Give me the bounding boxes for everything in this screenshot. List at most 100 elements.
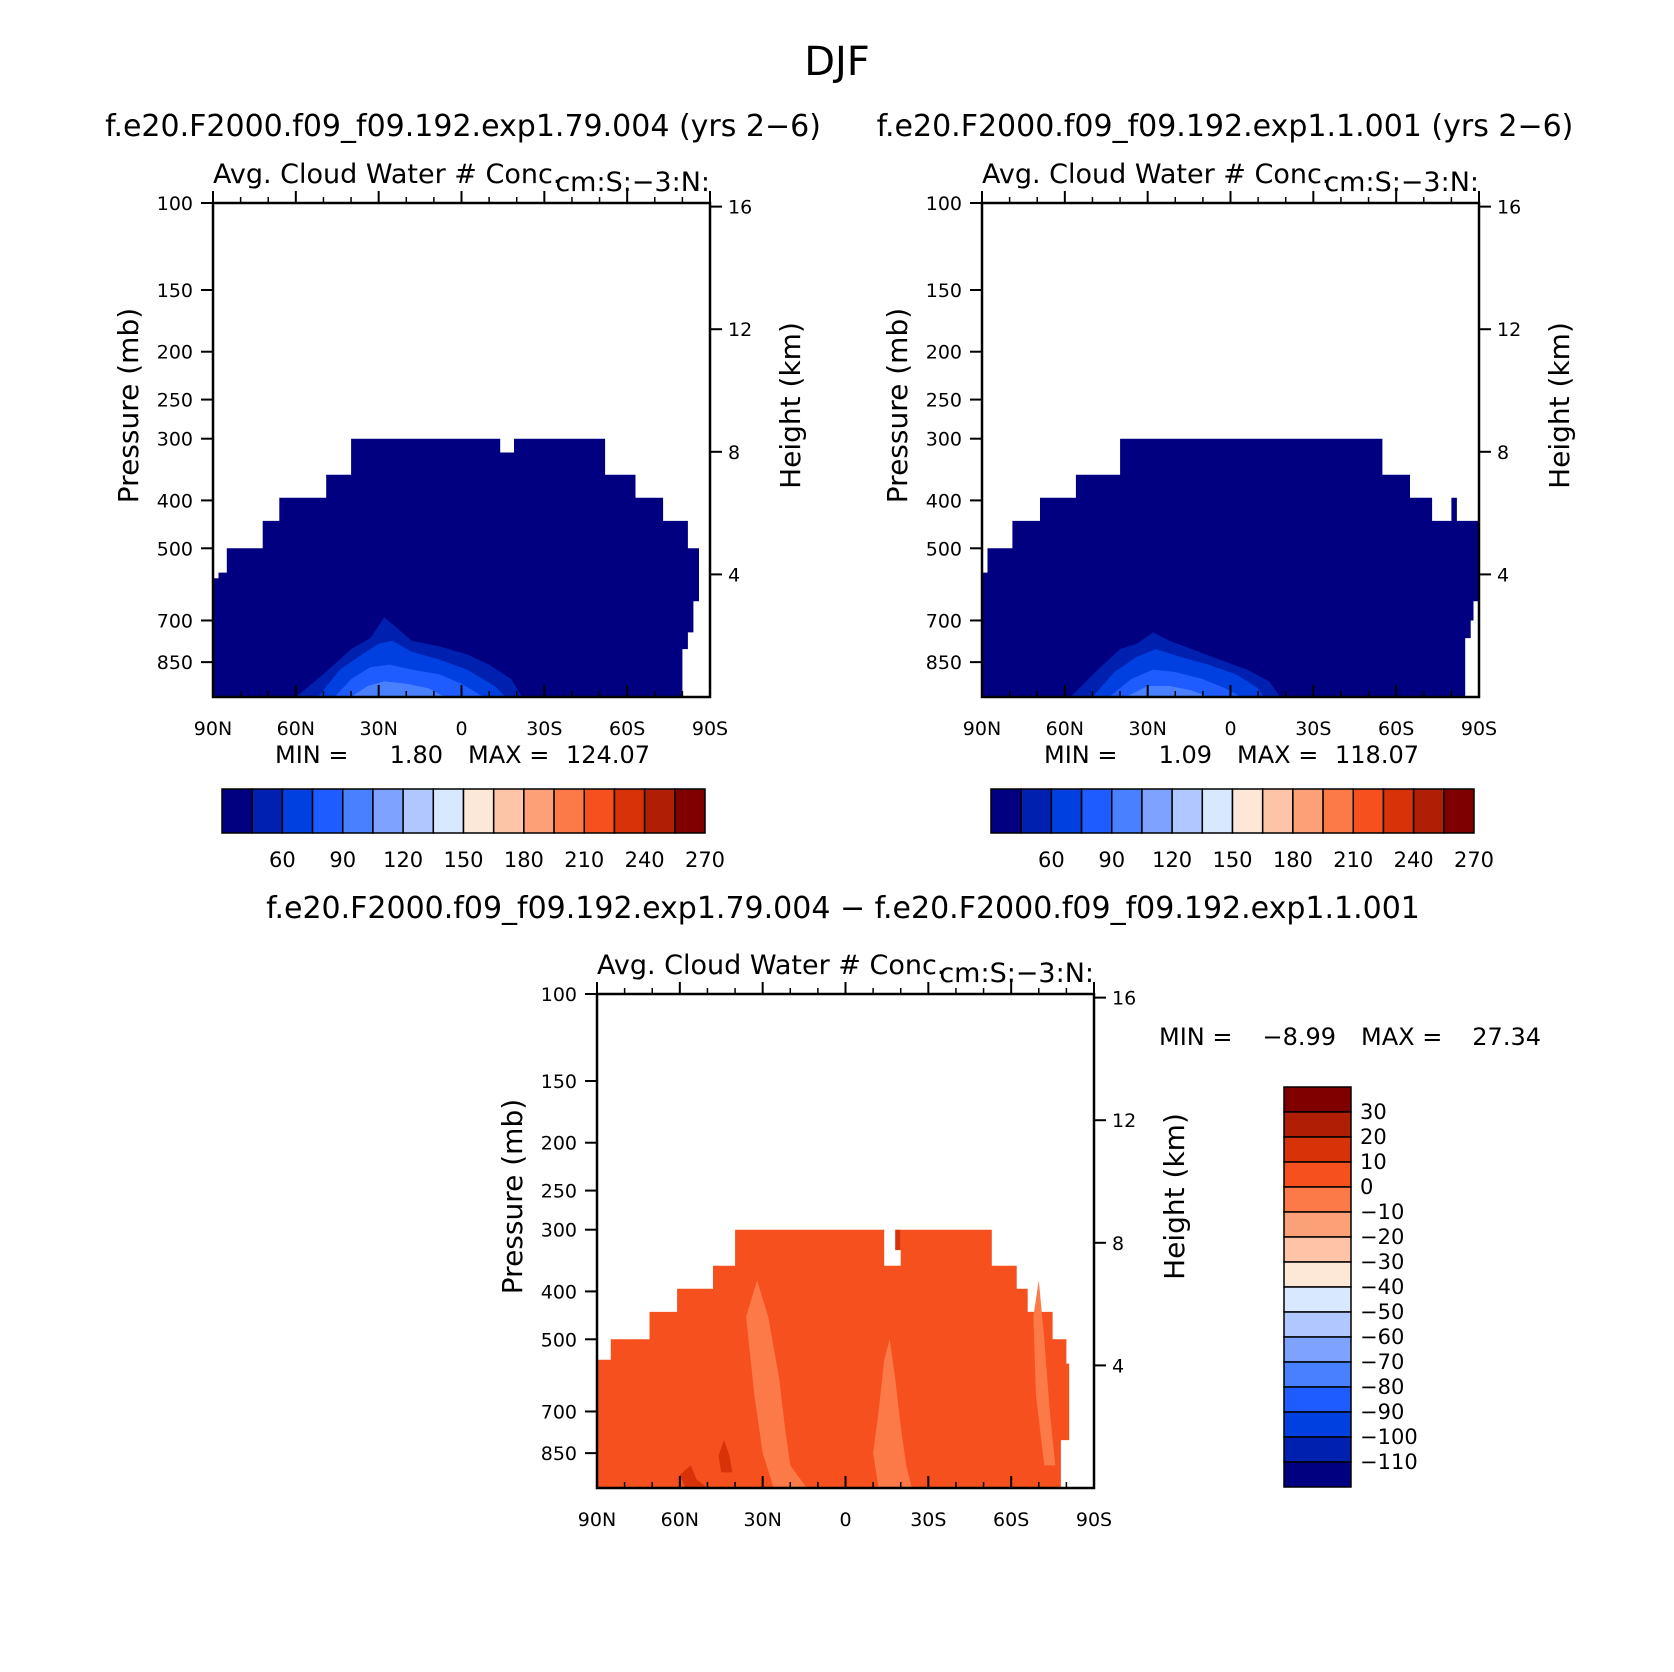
field-contour [895, 1229, 901, 1251]
colorbar-label: 90 [329, 848, 356, 872]
x-tick-label: 30N [743, 1509, 781, 1531]
y2-tick-label: 12 [1497, 319, 1521, 341]
stats-min-value: 1.09 [1159, 741, 1212, 769]
x-tick-label: 60S [993, 1509, 1029, 1531]
y-tick-label: 700 [157, 610, 193, 632]
x-tick-label: 30N [359, 718, 397, 740]
colorbar-label: 120 [1152, 848, 1192, 872]
x-tick-label: 90N [578, 1509, 616, 1531]
panel-subtitle-right: cm:S:−3:N: [939, 958, 1094, 989]
colorbar-swatch [643, 788, 676, 834]
colorbar-swatch [1443, 788, 1475, 834]
x-tick-label: 30S [526, 718, 562, 740]
colorbar-swatch [553, 788, 585, 834]
field-fill [982, 438, 1479, 697]
colorbar-label: 120 [383, 848, 423, 872]
colorbar-swatch [1283, 1286, 1352, 1313]
colorbar-swatch [1283, 1186, 1352, 1213]
stats-max-label: MAX = [468, 741, 549, 769]
x-tick-label: 60S [609, 718, 645, 740]
stats-max-label: MAX = [1237, 741, 1318, 769]
colorbar-swatch [1283, 1436, 1352, 1463]
colorbar-label: 20 [1360, 1125, 1387, 1149]
x-tick-label: 0 [839, 1509, 851, 1531]
colorbar-swatch [1201, 788, 1234, 834]
x-tick-label: 60N [277, 718, 315, 740]
colorbar-swatch [1412, 788, 1445, 834]
y-axis-title: Pressure (mb) [881, 308, 914, 503]
colorbar-swatch [1111, 788, 1143, 834]
x-tick-label: 90S [1076, 1509, 1112, 1531]
y-tick-label: 150 [926, 280, 962, 302]
panel-c: 90N 60N 30N 0 30S 60S 90S100150200250300400500… [496, 950, 1541, 1531]
colorbar-swatch [1283, 1336, 1352, 1363]
colorbar-swatch [583, 788, 616, 834]
stats-max-value: 124.07 [566, 741, 650, 769]
y-tick-label: 500 [157, 538, 193, 560]
field-contour [1125, 686, 1209, 697]
y-tick-label: 850 [541, 1443, 577, 1465]
field-contour [873, 1339, 912, 1488]
y2-axis-title: Height (km) [774, 322, 807, 489]
panel-b-title: f.e20.F2000.f09_f09.192.exp1.1.001 (yrs … [877, 109, 1574, 144]
colorbar-swatch [1050, 788, 1083, 834]
field-contour [1033, 1280, 1056, 1466]
colorbar-label: 90 [1098, 848, 1125, 872]
colorbar-label: −10 [1360, 1200, 1404, 1224]
y-tick-label: 150 [541, 1071, 577, 1093]
colorbar-label: 210 [564, 848, 604, 872]
colorbar-label: 0 [1360, 1175, 1373, 1199]
stats-min-value: −8.99 [1262, 1023, 1336, 1051]
stats-min-label: MIN = [275, 741, 348, 769]
colorbar-swatch [523, 788, 555, 834]
field-contour [746, 1280, 807, 1488]
x-tick-label: 60N [661, 1509, 699, 1531]
y-tick-label: 100 [541, 984, 577, 1006]
y-tick-label: 150 [157, 280, 193, 302]
y-tick-label: 300 [157, 429, 193, 451]
colorbar-swatch [1382, 788, 1415, 834]
panel-b: 90N 60N 30N 0 30S 60S 90S 100 150 200 250 300 400 500… [881, 159, 1576, 872]
colorbar-label: −40 [1360, 1275, 1404, 1299]
colorbar-swatch [1283, 1411, 1352, 1438]
figure-title: DJF [804, 39, 870, 85]
y2-tick-label: 4 [728, 564, 740, 586]
colorbar-swatch [1283, 1311, 1352, 1338]
colorbar-label: −70 [1360, 1350, 1404, 1374]
colorbar-swatch [1171, 788, 1204, 834]
colorbar-label: −50 [1360, 1300, 1404, 1324]
colorbar-label: −110 [1360, 1450, 1418, 1474]
field-contour [679, 1465, 708, 1488]
field-contour [718, 1440, 733, 1473]
colorbar-swatch [342, 788, 374, 834]
colorbar-swatch [1283, 1211, 1352, 1238]
y-tick-label: 250 [157, 390, 193, 412]
y2-tick-label: 16 [1497, 197, 1521, 219]
colorbar-label: 180 [1273, 848, 1313, 872]
y-tick-label: 300 [926, 429, 962, 451]
y2-tick-label: 12 [728, 319, 752, 341]
x-tick-label: 30S [1295, 718, 1331, 740]
colorbar-label: 240 [625, 848, 665, 872]
x-tick-label: 90S [692, 718, 728, 740]
colorbar-label: 60 [1038, 848, 1065, 872]
colorbar-label: 270 [1454, 848, 1494, 872]
y2-tick-label: 16 [1112, 988, 1136, 1010]
panel-subtitle-right: cm:S:−3:N: [555, 167, 710, 198]
y-axis-title: Pressure (mb) [112, 308, 145, 503]
stats-max-value: 118.07 [1335, 741, 1419, 769]
colorbar-label: 10 [1360, 1150, 1387, 1174]
colorbar-label: −90 [1360, 1400, 1404, 1424]
y-tick-label: 500 [541, 1329, 577, 1351]
colorbar-swatch [1080, 788, 1113, 834]
colorbar-swatch [281, 788, 314, 834]
colorbar-label: 150 [443, 848, 483, 872]
panel-a: 90N 60N 30N 0 30S 60S 90S 100 150 200 250 300 400 500… [112, 159, 807, 872]
colorbar-label: −100 [1360, 1425, 1418, 1449]
y-tick-label: 100 [926, 193, 962, 215]
panel-subtitle-left: Avg. Cloud Water # Conc. [213, 159, 561, 190]
y2-tick-label: 8 [728, 442, 740, 464]
colorbar-swatch [1283, 1261, 1352, 1288]
field-contour [351, 681, 445, 697]
y-tick-label: 200 [157, 342, 193, 364]
